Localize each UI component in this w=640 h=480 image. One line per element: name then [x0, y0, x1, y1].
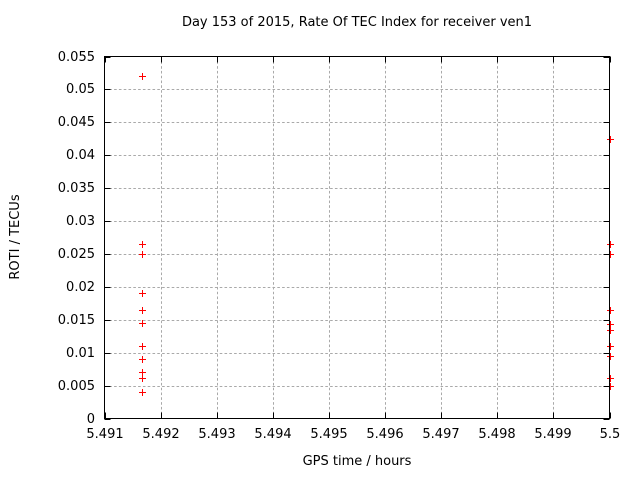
y-tick-label: 0.02: [66, 280, 95, 295]
x-tick-label: 5.495: [310, 427, 348, 442]
data-point-marker: [607, 307, 614, 314]
y-tick-label: 0.045: [57, 115, 95, 130]
y-tick-label: 0: [86, 412, 95, 427]
data-point-marker: [139, 73, 146, 80]
data-point-marker: [139, 375, 146, 382]
x-tick-label: 5.494: [254, 427, 292, 442]
plot-border: [104, 56, 610, 419]
x-tick-label: 5.499: [534, 427, 572, 442]
data-point-marker: [607, 353, 614, 360]
y-tick-label: 0.04: [66, 148, 95, 163]
chart-title: Day 153 of 2015, Rate Of TEC Index for r…: [181, 15, 533, 30]
y-tick-label: 0.025: [57, 247, 95, 262]
y-tick-label: 0.035: [57, 181, 95, 196]
tick-marks: [104, 56, 611, 420]
data-point-marker: [607, 375, 614, 382]
data-points: [139, 73, 614, 396]
y-tick-label: 0.05: [66, 82, 95, 97]
y-tick-label: 0.005: [57, 379, 95, 394]
y-tick-label: 0.01: [66, 346, 95, 361]
data-point-marker: [607, 136, 614, 143]
x-tick-label: 5.493: [198, 427, 236, 442]
data-point-marker: [607, 321, 614, 328]
data-point-marker: [139, 343, 146, 350]
x-tick-label: 5.5: [599, 427, 621, 442]
x-tick-label: 5.492: [142, 427, 180, 442]
y-tick-label: 0.055: [57, 50, 95, 65]
x-tick-label: 5.497: [422, 427, 460, 442]
data-point-marker: [139, 356, 146, 363]
data-point-marker: [139, 389, 146, 396]
data-point-marker: [139, 251, 146, 258]
data-point-marker: [139, 290, 146, 297]
x-tick-label: 5.498: [478, 427, 516, 442]
data-point-marker: [139, 307, 146, 314]
data-point-marker: [607, 343, 614, 350]
data-point-marker: [139, 320, 146, 327]
data-point-marker: [139, 369, 146, 376]
x-axis-label: GPS time / hours: [302, 454, 412, 469]
y-tick-label: 0.015: [57, 313, 95, 328]
y-tick-label: 0.03: [66, 214, 95, 229]
data-point-marker: [139, 241, 146, 248]
data-point-marker: [607, 241, 614, 248]
x-tick-label: 5.496: [366, 427, 404, 442]
x-tick-label: 5.491: [86, 427, 124, 442]
gridlines: [104, 56, 610, 419]
data-point-marker: [607, 327, 614, 334]
